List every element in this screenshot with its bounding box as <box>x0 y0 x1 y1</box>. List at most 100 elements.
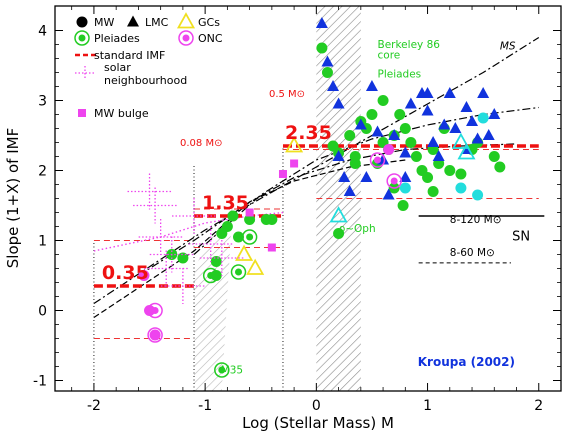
data-point-onc-6-1-ring <box>147 327 163 343</box>
data-point-mw-0-30 <box>210 256 222 267</box>
annotation-3: ρ~Oph <box>339 223 376 235</box>
data-point-pleiades-5-3-core <box>218 366 226 374</box>
data-point-mw-bulge-8-0 <box>278 170 287 178</box>
data-point-solar-neighbourhood-9-5 <box>160 268 205 304</box>
data-point-lmc-3-5 <box>338 171 351 182</box>
data-point-lmc-3-13 <box>399 146 412 158</box>
data-point-gcs-4-0 <box>285 136 304 153</box>
data-point-mw-0-1 <box>321 67 333 78</box>
data-point-solar-neighbourhood-9-6 <box>172 198 217 234</box>
data-point-mw-0-12 <box>394 109 406 120</box>
data-point-lmc-3-2 <box>327 80 340 91</box>
data-point-mw-0-37 <box>210 270 222 281</box>
data-point-pleiades-5-1 <box>230 264 247 280</box>
data-point-mw-bulge-8-1 <box>290 159 299 168</box>
data-point-mw-1-1 <box>455 182 467 194</box>
data-point-lmc-3-29 <box>360 171 373 182</box>
y-tick-label-3: 2 <box>38 164 47 180</box>
data-point-pleiades-5-2-ring <box>241 229 258 245</box>
legend-swatch <box>178 30 194 46</box>
y-tick-label-2: 1 <box>38 234 47 250</box>
data-point-lmc-3-1 <box>321 55 334 67</box>
legend-label-line-2: neighbourhood <box>104 74 187 87</box>
data-point-solar-neighbourhood-9-1 <box>133 187 178 224</box>
data-point-lmc-3-19 <box>432 150 445 161</box>
points-layer <box>127 17 506 378</box>
data-point-lmc-3-21 <box>449 122 462 133</box>
data-point-onc-6-0-ring <box>147 302 163 319</box>
legend-swatch <box>176 12 196 29</box>
data-point-lmc-3-22 <box>460 101 473 112</box>
data-point-lmc-3-24 <box>477 87 490 98</box>
data-point-onc-6-3-core <box>374 156 382 164</box>
y-tick-label-1: 0 <box>38 304 47 320</box>
data-point-lmc-3-18 <box>427 136 440 147</box>
data-point-mw-2-1 <box>138 270 150 281</box>
data-point-mw-0-24 <box>488 151 500 162</box>
data-point-mw-0-38 <box>216 228 228 239</box>
x-axis-title: Log (Stellar Mass) M <box>242 414 394 432</box>
shaded-wedge <box>194 198 233 391</box>
data-point-mw-0-13 <box>399 123 411 134</box>
legend-swatch <box>78 109 86 117</box>
data-point-onc-6-3-ring <box>369 152 386 168</box>
data-point-onc-6-0 <box>147 302 163 319</box>
mass-label-1: 0.5 M⊙ <box>269 89 305 100</box>
data-point-pleiades-5-0-ring <box>202 267 219 284</box>
data-point-mw-0-21 <box>444 165 456 176</box>
x-tick-label-0: -2 <box>87 398 101 414</box>
legend-entry-onc: ONC <box>178 30 223 46</box>
model-curve-0 <box>93 36 540 305</box>
standard-imf-label-0: 0.35 <box>102 262 149 284</box>
data-point-mw-0-15 <box>410 151 422 162</box>
model-curve-2 <box>138 143 517 277</box>
data-point-mw-bulge-8-3 <box>245 208 254 217</box>
data-point-lmc-3-6 <box>343 185 356 196</box>
annotation-5: MS <box>500 40 516 52</box>
data-point-mw-0-33 <box>232 231 244 243</box>
data-point-pleiades-5-0 <box>202 267 219 284</box>
legend-swatch-ring <box>74 30 90 46</box>
data-point-lmc-3-23 <box>466 115 479 126</box>
annotation-7: 8-60 M⊙ <box>450 247 495 259</box>
data-point-lmc-3-20 <box>443 87 456 98</box>
data-point-onc-6-0-core <box>151 307 159 314</box>
x-tick-label-3: 1 <box>423 398 432 414</box>
legend-entry-standard-imf: standard IMF <box>75 49 165 62</box>
data-point-mw-1-3 <box>477 112 489 124</box>
data-point-open-7-1 <box>451 132 470 149</box>
annotation-1: core <box>378 50 401 62</box>
legend-entry-mw: MW <box>76 16 114 29</box>
data-point-mw-2-0 <box>383 144 395 155</box>
data-point-onc-6-3 <box>369 152 386 168</box>
data-point-solar-neighbourhood-9-0 <box>127 173 172 210</box>
data-point-open-7-2 <box>457 143 476 160</box>
data-point-mw-0-2 <box>344 130 356 141</box>
legend-label: MW bulge <box>94 107 149 120</box>
legend-label: LMC <box>145 16 169 29</box>
legend-swatch <box>76 16 88 28</box>
x-tick-label-4: 2 <box>534 398 543 414</box>
data-point-mw-1-2 <box>472 189 484 201</box>
data-point-mw-0-17 <box>422 172 434 183</box>
legend-entry-mw-bulge: MW bulge <box>78 107 149 120</box>
annotation-4: M35 <box>221 365 243 377</box>
legend-swatch-core <box>182 34 190 42</box>
legend-label: MW <box>94 16 114 29</box>
axes-layer: -2 -1 0 1 2 -1 0 1 2 3 4 <box>33 6 561 414</box>
legend-label: Pleiades <box>94 32 140 45</box>
data-point-lmc-3-30 <box>421 87 434 98</box>
data-point-solar-neighbourhood-9-3 <box>149 236 194 273</box>
data-point-lmc-3-7 <box>354 118 367 130</box>
data-point-mw-0-43 <box>427 186 439 197</box>
data-point-mw-0-27 <box>333 228 345 239</box>
data-point-lmc-3-11 <box>382 188 395 200</box>
data-point-lmc-3-14 <box>399 171 412 182</box>
data-point-lmc-3-25 <box>482 129 495 140</box>
annotation-8: SN <box>512 230 530 245</box>
background-layer <box>93 6 361 391</box>
data-point-onc-6-1-core <box>151 331 159 339</box>
data-point-lmc-3-8 <box>365 80 378 91</box>
